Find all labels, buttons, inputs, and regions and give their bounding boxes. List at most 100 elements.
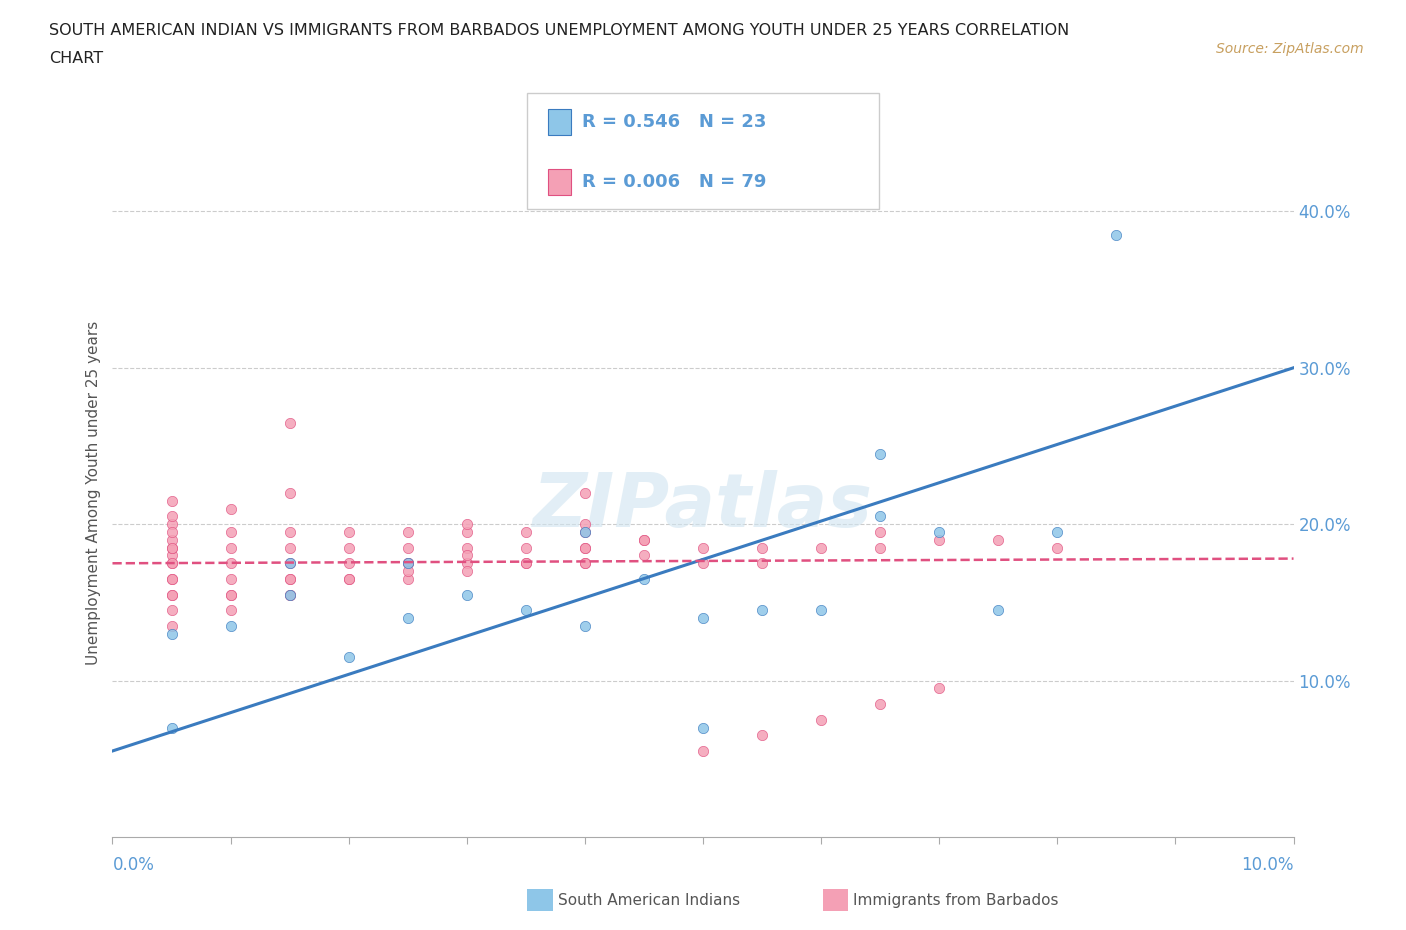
Point	[337, 540, 360, 555]
Text: SOUTH AMERICAN INDIAN VS IMMIGRANTS FROM BARBADOS UNEMPLOYMENT AMONG YOUTH UNDER: SOUTH AMERICAN INDIAN VS IMMIGRANTS FROM…	[49, 23, 1070, 38]
Point	[810, 540, 832, 555]
Point	[396, 564, 419, 578]
Point	[515, 603, 537, 618]
Point	[160, 571, 183, 587]
Point	[1046, 525, 1069, 539]
Point	[160, 509, 183, 524]
Point	[869, 509, 891, 524]
Point	[160, 548, 183, 563]
Point	[160, 556, 183, 571]
Point	[692, 744, 714, 759]
Point	[160, 618, 183, 633]
Point	[987, 532, 1010, 547]
Text: Immigrants from Barbados: Immigrants from Barbados	[853, 893, 1059, 908]
Point	[928, 681, 950, 696]
Point	[337, 571, 360, 587]
Point	[633, 532, 655, 547]
Point	[396, 556, 419, 571]
Point	[574, 556, 596, 571]
Text: ZIPatlas: ZIPatlas	[533, 471, 873, 543]
Point	[160, 540, 183, 555]
Point	[219, 525, 242, 539]
Point	[278, 571, 301, 587]
Point	[396, 571, 419, 587]
Point	[869, 540, 891, 555]
Point	[337, 650, 360, 665]
Point	[219, 587, 242, 602]
Point	[928, 532, 950, 547]
Point	[987, 603, 1010, 618]
Point	[751, 728, 773, 743]
Point	[633, 571, 655, 587]
Point	[869, 446, 891, 461]
Point	[219, 556, 242, 571]
Point	[278, 525, 301, 539]
Point	[810, 712, 832, 727]
Point	[278, 571, 301, 587]
Point	[160, 603, 183, 618]
Point	[692, 556, 714, 571]
Y-axis label: Unemployment Among Youth under 25 years: Unemployment Among Youth under 25 years	[86, 321, 101, 665]
Point	[278, 587, 301, 602]
Text: CHART: CHART	[49, 51, 103, 66]
Point	[160, 525, 183, 539]
Text: R = 0.546   N = 23: R = 0.546 N = 23	[582, 113, 766, 131]
Point	[574, 525, 596, 539]
Point	[278, 587, 301, 602]
Point	[515, 525, 537, 539]
Text: Source: ZipAtlas.com: Source: ZipAtlas.com	[1216, 42, 1364, 56]
Point	[692, 611, 714, 626]
Point	[633, 548, 655, 563]
Point	[219, 540, 242, 555]
Point	[692, 720, 714, 735]
Point	[456, 556, 478, 571]
Point	[456, 587, 478, 602]
Point	[337, 571, 360, 587]
Point	[219, 587, 242, 602]
Point	[396, 540, 419, 555]
Point	[692, 540, 714, 555]
Point	[574, 540, 596, 555]
Point	[160, 626, 183, 641]
Point	[219, 501, 242, 516]
Point	[456, 540, 478, 555]
Point	[396, 556, 419, 571]
Text: 10.0%: 10.0%	[1241, 856, 1294, 873]
Point	[1105, 228, 1128, 243]
Point	[456, 548, 478, 563]
Point	[160, 532, 183, 547]
Point	[160, 493, 183, 508]
Text: 0.0%: 0.0%	[112, 856, 155, 873]
Point	[160, 517, 183, 532]
Point	[456, 517, 478, 532]
Point	[869, 525, 891, 539]
Point	[278, 556, 301, 571]
Point	[160, 540, 183, 555]
Text: South American Indians: South American Indians	[558, 893, 741, 908]
Point	[574, 618, 596, 633]
Point	[337, 556, 360, 571]
Point	[160, 587, 183, 602]
Point	[278, 485, 301, 500]
Point	[278, 556, 301, 571]
Point	[810, 603, 832, 618]
Point	[751, 556, 773, 571]
Point	[574, 540, 596, 555]
Point	[160, 556, 183, 571]
Point	[633, 532, 655, 547]
Point	[928, 525, 950, 539]
Point	[160, 720, 183, 735]
Point	[160, 587, 183, 602]
Point	[515, 556, 537, 571]
Point	[751, 603, 773, 618]
Point	[574, 525, 596, 539]
Text: R = 0.006   N = 79: R = 0.006 N = 79	[582, 173, 766, 192]
Point	[751, 540, 773, 555]
Point	[396, 525, 419, 539]
Point	[574, 485, 596, 500]
Point	[337, 525, 360, 539]
Point	[574, 556, 596, 571]
Point	[278, 540, 301, 555]
Point	[396, 611, 419, 626]
Point	[219, 571, 242, 587]
